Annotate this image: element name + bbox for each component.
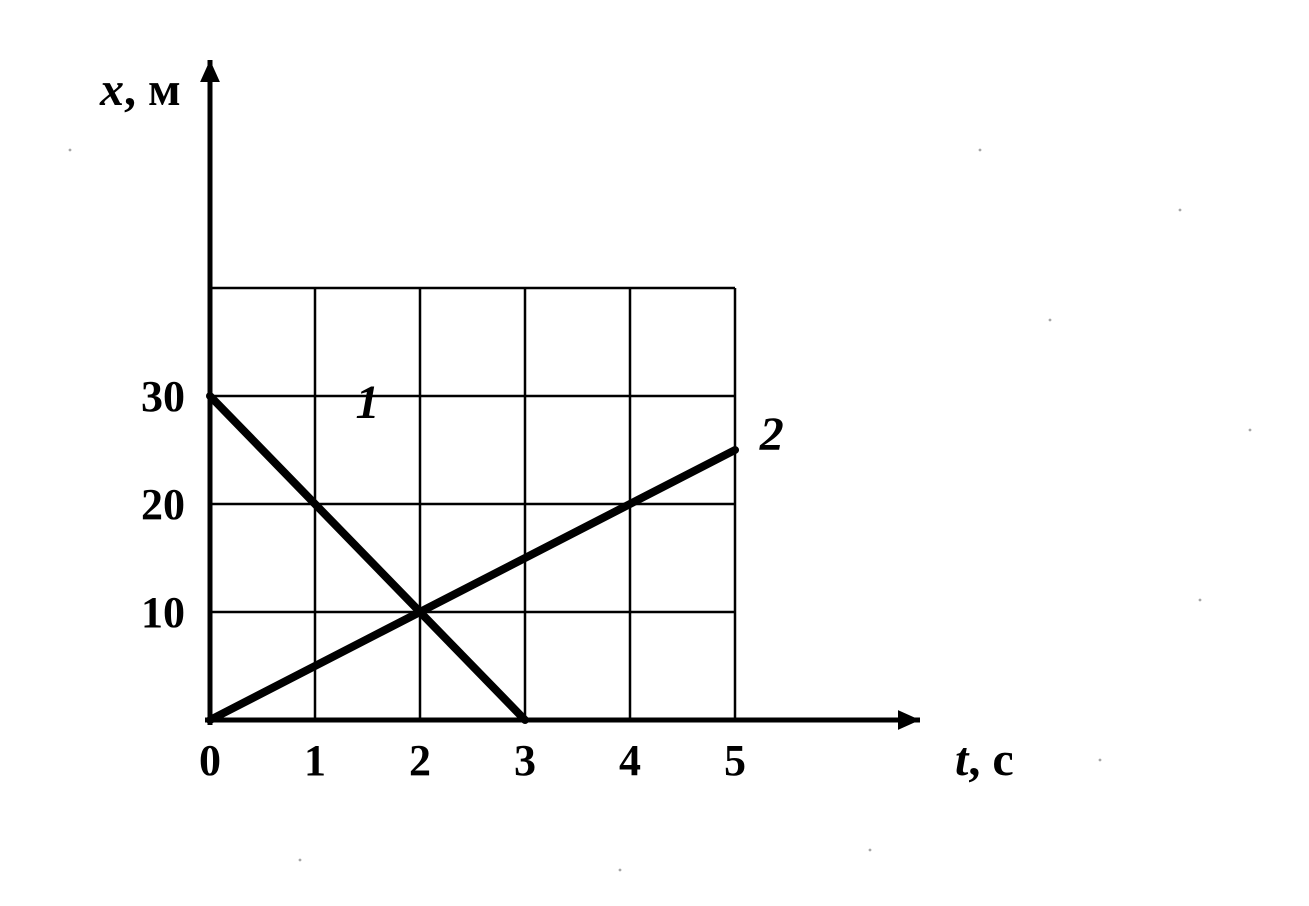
x-tick-label: 1 <box>304 736 326 785</box>
y-tick-label: 10 <box>141 588 185 637</box>
noise-speck <box>1049 319 1052 322</box>
y-tick-label: 20 <box>141 480 185 529</box>
origin-label: 0 <box>199 736 221 785</box>
x-tick-label: 3 <box>514 736 536 785</box>
series-label-line1: 1 <box>356 376 380 429</box>
x-tick-label: 5 <box>724 736 746 785</box>
chart-svg: 12012345102030x, мt, c <box>0 0 1309 901</box>
noise-speck <box>1179 209 1182 212</box>
noise-speck <box>299 859 302 862</box>
x-tick-label: 4 <box>619 736 641 785</box>
noise-speck <box>979 149 982 152</box>
position-time-chart: 12012345102030x, мt, c <box>0 0 1309 906</box>
y-tick-label: 30 <box>141 372 185 421</box>
noise-speck <box>619 869 622 872</box>
noise-speck <box>1199 599 1202 602</box>
series-label-line2: 2 <box>759 408 784 461</box>
y-axis-label: x, м <box>99 63 181 116</box>
x-tick-label: 2 <box>409 736 431 785</box>
noise-speck <box>1249 429 1252 432</box>
noise-speck <box>869 849 872 852</box>
noise-speck <box>1099 759 1102 762</box>
x-axis-label: t, c <box>955 733 1014 786</box>
noise-speck <box>69 149 72 152</box>
